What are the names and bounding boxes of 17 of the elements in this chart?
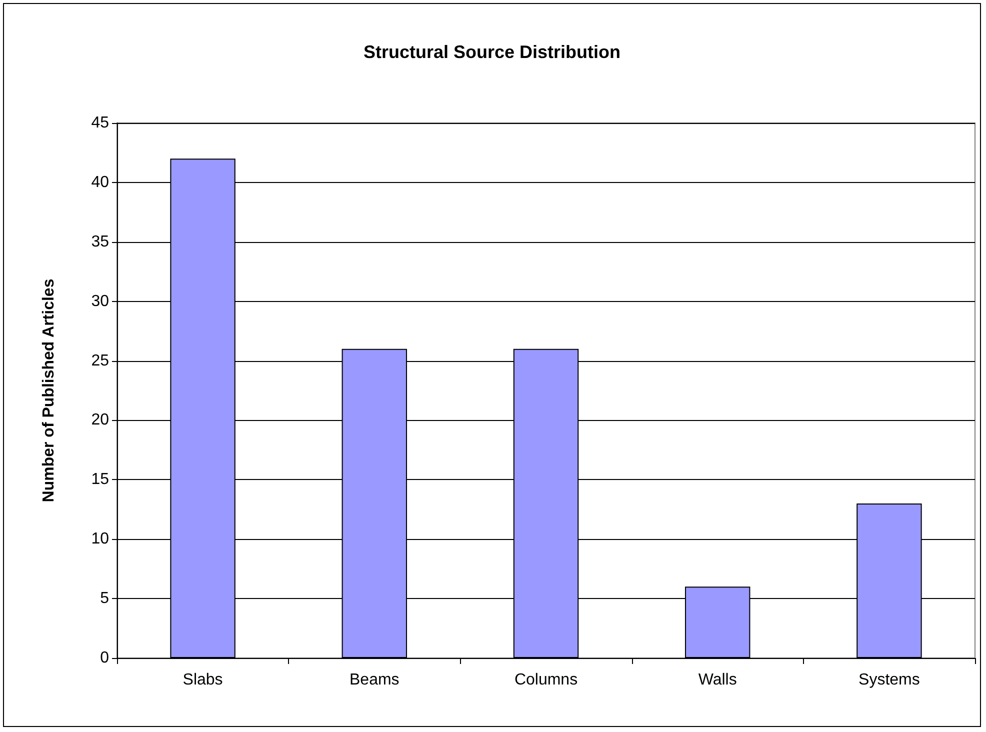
y-tick-label: 40 <box>91 174 110 191</box>
y-tick-label: 0 <box>100 650 110 666</box>
y-tick-label: 10 <box>91 530 110 548</box>
y-tick-label: 15 <box>91 471 110 488</box>
y-axis-title: Number of Published Articles <box>40 278 58 502</box>
y-tick-label: 45 <box>91 114 110 132</box>
y-tick-label: 30 <box>91 292 110 310</box>
chart-title: Structural Source Distribution <box>363 42 621 62</box>
y-tick-label: 25 <box>91 352 110 370</box>
y-tick-label: 5 <box>100 590 110 608</box>
x-tick-label: Columns <box>514 672 578 688</box>
y-tick-label: 35 <box>91 233 110 250</box>
x-tick-label: Slabs <box>182 672 223 688</box>
x-tick-label: Walls <box>698 672 737 688</box>
y-tick-label: 20 <box>91 412 110 429</box>
x-tick-label: Systems <box>858 672 920 688</box>
x-tick-label: Beams <box>350 672 400 688</box>
